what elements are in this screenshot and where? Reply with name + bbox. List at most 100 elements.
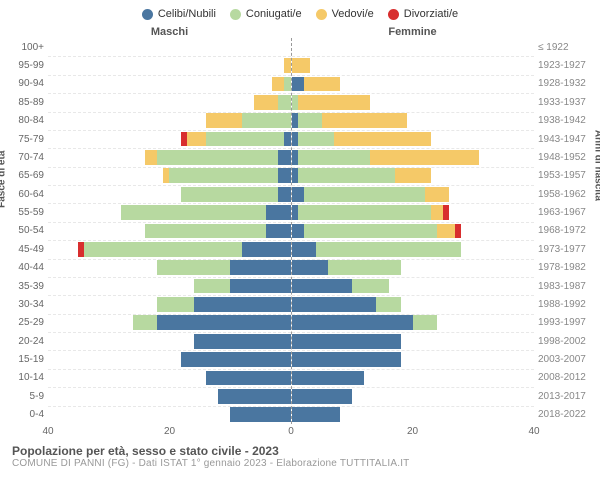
bar-row [48, 406, 291, 424]
age-label: 70-74 [4, 148, 44, 166]
age-label: 90-94 [4, 75, 44, 93]
x-tick-label: 0 [288, 426, 294, 437]
bar-segment [206, 113, 242, 128]
bar-segment [169, 168, 278, 183]
chart-title: Popolazione per età, sesso e stato civil… [12, 444, 596, 458]
bar-row [292, 387, 535, 405]
bar-row [292, 185, 535, 203]
bar-row [48, 369, 291, 387]
bar-row [48, 148, 291, 166]
bar-segment [292, 187, 304, 202]
legend-swatch [230, 9, 241, 20]
age-label: 45-49 [4, 240, 44, 258]
age-label: 15-19 [4, 350, 44, 368]
age-label: 0-4 [4, 406, 44, 424]
bar-segment [425, 187, 449, 202]
bar-row [292, 38, 535, 56]
bar-row [292, 56, 535, 74]
bar-segment [334, 132, 431, 147]
bar-segment [254, 95, 278, 110]
x-axis: 402002040 [4, 426, 596, 440]
y-axis-birth-labels: ≤ 19221923-19271928-19321933-19371938-19… [534, 38, 596, 424]
bar-segment [292, 260, 328, 275]
bar-row [48, 350, 291, 368]
bar-segment [218, 389, 291, 404]
birth-year-label: 2013-2017 [538, 387, 596, 405]
bar-segment [455, 224, 461, 239]
birth-year-label: 1973-1977 [538, 240, 596, 258]
bar-row [292, 222, 535, 240]
bar-row [292, 295, 535, 313]
birth-year-label: 1998-2002 [538, 332, 596, 350]
bar-segment [145, 150, 157, 165]
bar-row [292, 259, 535, 277]
legend-item: Coniugati/e [230, 8, 302, 20]
header-males: Maschi [48, 26, 291, 38]
bar-segment [278, 187, 290, 202]
bar-row [48, 387, 291, 405]
bar-segment [194, 334, 291, 349]
bar-segment [298, 205, 431, 220]
bar-row [48, 56, 291, 74]
bar-segment [298, 95, 371, 110]
bar-segment [284, 77, 290, 92]
bar-row [48, 203, 291, 221]
legend-swatch [388, 9, 399, 20]
age-label: 20-24 [4, 332, 44, 350]
population-pyramid-chart: Celibi/NubiliConiugati/eVedovi/eDivorzia… [0, 0, 600, 500]
bar-segment [230, 260, 291, 275]
bar-row [292, 369, 535, 387]
birth-year-label: 1933-1937 [538, 93, 596, 111]
bar-row [48, 167, 291, 185]
age-label: 95-99 [4, 56, 44, 74]
bar-segment [292, 407, 341, 422]
bar-row [292, 112, 535, 130]
age-label: 100+ [4, 38, 44, 56]
bar-segment [133, 315, 157, 330]
age-label: 50-54 [4, 222, 44, 240]
y-axis-age-labels: 100+95-9990-9485-8980-8475-7970-7465-696… [4, 38, 48, 424]
bar-row [48, 332, 291, 350]
bar-segment [292, 352, 401, 367]
bar-row [292, 130, 535, 148]
bar-segment [292, 279, 353, 294]
bar-segment [413, 315, 437, 330]
bar-segment [316, 242, 462, 257]
bar-row [292, 75, 535, 93]
x-tick-label: 20 [164, 426, 175, 437]
birth-year-label: 2003-2007 [538, 350, 596, 368]
bar-segment [157, 315, 290, 330]
legend-item: Celibi/Nubili [142, 8, 216, 20]
age-label: 35-39 [4, 277, 44, 295]
y-axis-title-right: Anni di nascita [593, 130, 600, 201]
birth-year-label: 1983-1987 [538, 277, 596, 295]
bar-segment [266, 205, 290, 220]
legend-item: Vedovi/e [316, 8, 374, 20]
bar-segment [376, 297, 400, 312]
bar-segment [230, 279, 291, 294]
bar-row [292, 277, 535, 295]
x-tick-label: 40 [528, 426, 539, 437]
age-label: 60-64 [4, 185, 44, 203]
bar-row [48, 314, 291, 332]
bar-row [292, 203, 535, 221]
bar-segment [242, 113, 291, 128]
bar-segment [322, 113, 407, 128]
birth-year-label: 1958-1962 [538, 185, 596, 203]
bar-segment [298, 168, 395, 183]
bar-row [48, 240, 291, 258]
bar-segment [292, 77, 304, 92]
bar-segment [443, 205, 449, 220]
birth-year-label: 1968-1972 [538, 222, 596, 240]
bar-segment [304, 187, 425, 202]
birth-year-label: 2008-2012 [538, 369, 596, 387]
bar-row [292, 167, 535, 185]
bar-segment [278, 95, 290, 110]
bar-row [292, 350, 535, 368]
bar-row [292, 240, 535, 258]
birth-year-label: 1978-1982 [538, 259, 596, 277]
x-axis-ticks: 402002040 [48, 426, 534, 440]
bar-segment [206, 132, 285, 147]
bar-segment [284, 132, 290, 147]
bar-segment [304, 224, 437, 239]
